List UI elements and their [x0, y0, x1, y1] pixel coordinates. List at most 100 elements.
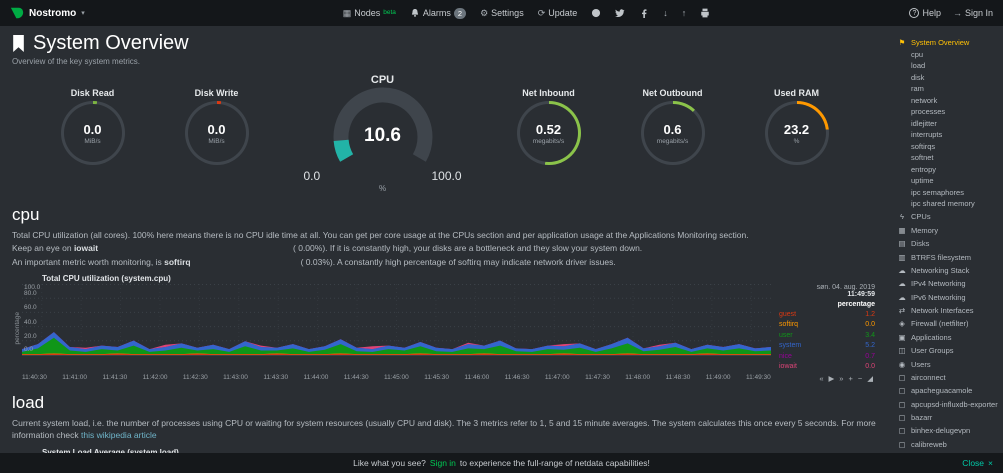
gauge-disk-write[interactable]: Disk Write 0.0 MiB/s: [171, 88, 263, 165]
settings-button[interactable]: ⚙ Settings: [480, 8, 524, 19]
banner-sign-in-link[interactable]: Sign in: [429, 458, 456, 468]
x-tick-label: 11:42:00: [142, 373, 168, 381]
sidebar-item-network[interactable]: network: [897, 96, 999, 105]
sidebar-item-networking-stack[interactable]: ☁ Networking Stack: [897, 266, 999, 275]
sidebar-item-ipv6-networking[interactable]: ☁ IPv6 Networking: [897, 293, 999, 302]
sidebar-item-apacheguacamole[interactable]: ▢ apacheguacamole: [897, 386, 999, 395]
legend-item-user[interactable]: user 3.4: [779, 331, 875, 342]
gauge-label: Disk Read: [70, 88, 115, 98]
cloud-icon: ☁: [898, 265, 906, 275]
sidebar-item-binhex-delugevpn[interactable]: ▢ binhex-delugevpn: [897, 426, 999, 435]
sidebar-item-uptime[interactable]: uptime: [897, 176, 999, 185]
bookmark-icon: [13, 35, 24, 52]
play-button[interactable]: ▶: [828, 373, 835, 383]
gauge-disk-read[interactable]: Disk Read 0.0 MiB/s: [47, 88, 139, 165]
banner-close-button[interactable]: Close ×: [962, 458, 993, 468]
sidebar-item-cpus[interactable]: ϟ CPUs: [897, 212, 999, 221]
github-button[interactable]: [591, 8, 601, 18]
sidebar-item-ipc-shared-memory[interactable]: ipc shared memory: [897, 199, 999, 208]
sign-in-button[interactable]: → Sign In: [953, 8, 993, 18]
gauge-cpu[interactable]: CPU 10.6 0.0 100.0%: [295, 74, 471, 193]
legend-dim-value: 3.4: [865, 331, 875, 339]
chart-toolbox: « ▶ » + − ◢: [819, 374, 873, 383]
gauge-unit: %: [378, 184, 387, 193]
alarms-button[interactable]: Alarms 2: [410, 7, 467, 19]
zoom-in-button[interactable]: +: [848, 373, 853, 383]
gauge-used-ram[interactable]: Used RAM 23.2%: [751, 88, 843, 165]
update-button[interactable]: ⟳ Update: [538, 8, 578, 19]
print-button[interactable]: [700, 8, 710, 18]
legend-item-guest[interactable]: guest 1.2: [779, 310, 875, 321]
sidebar-item-user-groups[interactable]: ◫ User Groups: [897, 346, 999, 355]
sidebar-item-applications[interactable]: ▣ Applications: [897, 333, 999, 342]
legend-item-iowait[interactable]: iowait 0.0: [779, 362, 875, 373]
cpu-chart-plot[interactable]: 100.0 80.0 60.0 40.0 20.0 0.0: [22, 283, 771, 356]
chart-title: Total CPU utilization (system.cpu): [42, 273, 171, 283]
gauge-net-inbound[interactable]: Net Inbound 0.52 megabits/s: [503, 88, 595, 165]
sidebar-item-ram[interactable]: ram: [897, 84, 999, 93]
hostname[interactable]: Nostromo: [29, 7, 77, 19]
y-tick-label: 100.0: [24, 283, 41, 291]
legend-item-nice[interactable]: nice 0.7: [779, 352, 875, 363]
x-tick-label: 11:40:30: [22, 373, 47, 381]
y-tick-label: 0.0: [24, 346, 34, 354]
pan-left-button[interactable]: «: [819, 373, 824, 383]
sidebar-item-users[interactable]: ◉ Users: [897, 360, 999, 369]
sidebar-item-disk[interactable]: disk: [897, 73, 999, 82]
sidebar-item-system-overview[interactable]: ⚑ System Overview: [897, 38, 999, 47]
gauge-value: 23.2: [783, 121, 810, 137]
resize-handle-button[interactable]: ◢: [867, 373, 873, 383]
sidebar-item-bazarr[interactable]: ▢ bazarr: [897, 413, 999, 422]
sidebar-item-processes[interactable]: processes: [897, 107, 999, 116]
nodes-button[interactable]: ▦ Nodes beta: [343, 8, 396, 19]
x-tick-label: 11:41:00: [62, 373, 88, 381]
legend-dim-name: user: [779, 331, 793, 339]
export-snapshot-button[interactable]: ↓: [663, 8, 668, 18]
cpu-desc-text: An important metric worth monitoring, is: [12, 256, 162, 267]
sidebar-item-disks[interactable]: ▤ Disks: [897, 239, 999, 248]
sidebar-item-firewall-netfilter-[interactable]: ◈ Firewall (netfilter): [897, 319, 999, 328]
sidebar-item-label: calibreweb: [911, 439, 947, 449]
sidebar-item-network-interfaces[interactable]: ⇄ Network Interfaces: [897, 306, 999, 315]
sidebar-item-softirqs[interactable]: softirqs: [897, 142, 999, 151]
wikipedia-link[interactable]: this wikipedia article: [81, 430, 157, 441]
sidebar-item-memory[interactable]: ▦ Memory: [897, 226, 999, 235]
sidebar-item-apcupsd-influxdb-exporter[interactable]: ▢ apcupsd-influxdb-exporter: [897, 400, 999, 409]
gauges-row: Disk Read 0.0 MiB/s Disk Write 0.0 MiB/s CPU…: [12, 74, 877, 193]
x-tick-label: 11:41:30: [102, 373, 128, 381]
sidebar-item-interrupts[interactable]: interrupts: [897, 130, 999, 139]
sidebar-item-calibreweb[interactable]: ▢ calibreweb: [897, 440, 999, 449]
legend-item-system[interactable]: system 5.2: [779, 341, 875, 352]
facebook-button[interactable]: [639, 8, 649, 18]
x-tick-label: 11:48:30: [665, 373, 691, 381]
cpu-desc-text: Keep an eye on: [12, 243, 72, 254]
print-icon: [701, 8, 710, 18]
sidebar-item-softnet[interactable]: softnet: [897, 153, 999, 162]
sidebar-item-airconnect[interactable]: ▢ airconnect: [897, 373, 999, 382]
zoom-out-button[interactable]: −: [857, 373, 863, 383]
gauge-net-outbound[interactable]: Net Outbound 0.6 megabits/s: [627, 88, 719, 165]
x-tick-label: 11:44:30: [343, 373, 369, 381]
nodes-icon: ▦: [342, 7, 352, 18]
help-button[interactable]: ? Help: [909, 8, 941, 18]
import-snapshot-button[interactable]: ↑: [682, 8, 687, 18]
sidebar-item-idlejitter[interactable]: idlejitter: [897, 119, 999, 128]
load-chart: System Load Average (system.load) load 5…: [12, 448, 877, 453]
chevron-down-icon[interactable]: ▾: [81, 10, 85, 17]
sidebar-item-btrfs-filesystem[interactable]: ▥ BTRFS filesystem: [897, 253, 999, 262]
pan-right-button[interactable]: »: [839, 373, 844, 383]
legend-item-softirq[interactable]: softirq 0.0: [779, 320, 875, 331]
sidebar-item-label: apacheguacamole: [911, 386, 973, 396]
twitter-button[interactable]: [615, 8, 625, 18]
sidebar-item-ipc-semaphores[interactable]: ipc semaphores: [897, 188, 999, 197]
sidebar-item-entropy[interactable]: entropy: [897, 165, 999, 174]
gauge-label: Net Outbound: [642, 88, 703, 98]
legend-dim-value: 0.0: [865, 321, 875, 329]
cpu-description-2: Keep an eye on iowait ( 0.00%). If it is …: [12, 242, 877, 254]
gauge-min: 0.0: [303, 169, 321, 183]
sidebar-item-ipv4-networking[interactable]: ☁ IPv4 Networking: [897, 279, 999, 288]
gauge-value: 0.0: [83, 121, 102, 137]
netdata-logo-icon[interactable]: [10, 6, 24, 20]
sidebar-item-load[interactable]: load: [897, 61, 999, 70]
sidebar-item-cpu[interactable]: cpu: [897, 50, 999, 59]
